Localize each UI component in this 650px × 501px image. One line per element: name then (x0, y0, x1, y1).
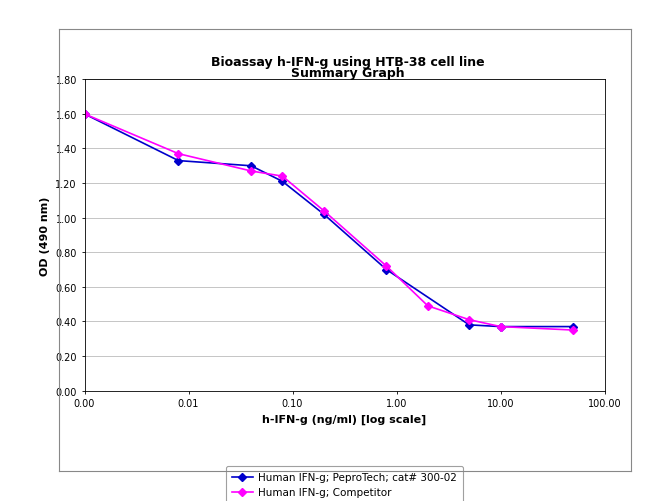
X-axis label: h-IFN-g (ng/ml) [log scale]: h-IFN-g (ng/ml) [log scale] (263, 414, 426, 424)
Human IFN-g; Competitor (81, 112, 88, 118)
Human IFN-g; PeproTech; cat# 300-02 (497, 324, 504, 330)
Human IFN-g; Competitor (569, 327, 577, 333)
Y-axis label: OD (490 nm): OD (490 nm) (40, 196, 50, 275)
Human IFN-g; Competitor (497, 324, 504, 330)
Human IFN-g; PeproTech; cat# 300-02 (569, 324, 577, 330)
Human IFN-g; PeproTech; cat# 300-02 (278, 179, 286, 185)
Line: Human IFN-g; Competitor: Human IFN-g; Competitor (82, 112, 576, 333)
Human IFN-g; PeproTech; cat# 300-02 (247, 163, 255, 169)
Human IFN-g; Competitor (174, 151, 182, 157)
Text: Summary Graph: Summary Graph (291, 67, 404, 80)
Human IFN-g; PeproTech; cat# 300-02 (382, 267, 390, 273)
Human IFN-g; Competitor (278, 174, 286, 180)
Human IFN-g; PeproTech; cat# 300-02 (81, 112, 88, 118)
Human IFN-g; Competitor (424, 303, 432, 309)
Human IFN-g; PeproTech; cat# 300-02 (320, 212, 328, 218)
Text: Bioassay h-IFN-g using HTB-38 cell line: Bioassay h-IFN-g using HTB-38 cell line (211, 56, 484, 69)
Human IFN-g; Competitor (320, 208, 328, 214)
Human IFN-g; Competitor (382, 264, 390, 270)
Legend: Human IFN-g; PeproTech; cat# 300-02, Human IFN-g; Competitor: Human IFN-g; PeproTech; cat# 300-02, Hum… (226, 466, 463, 501)
Human IFN-g; Competitor (247, 169, 255, 175)
Human IFN-g; PeproTech; cat# 300-02 (465, 322, 473, 328)
Human IFN-g; PeproTech; cat# 300-02 (174, 158, 182, 164)
Human IFN-g; Competitor (465, 317, 473, 323)
Line: Human IFN-g; PeproTech; cat# 300-02: Human IFN-g; PeproTech; cat# 300-02 (82, 112, 576, 330)
